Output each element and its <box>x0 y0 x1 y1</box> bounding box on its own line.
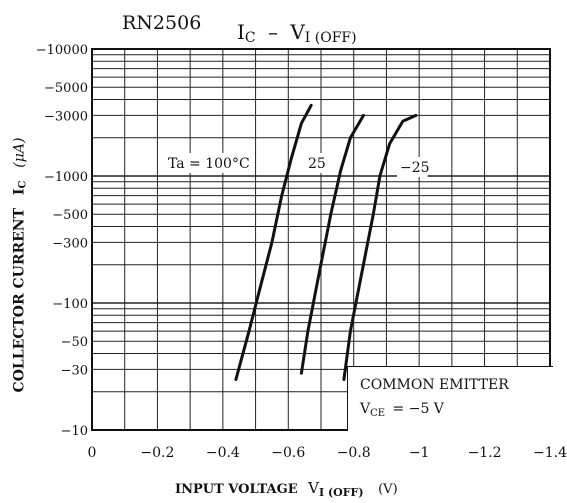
annotation-line1: COMMON EMITTER <box>360 377 509 393</box>
series-label-3: −25 <box>400 160 430 176</box>
annotation-vce-sub: CE <box>370 408 386 419</box>
y-tick-label: −3000 <box>44 109 88 124</box>
x-axis-label-v-sub: I (OFF) <box>318 486 364 499</box>
series-label-2: 25 <box>308 156 326 172</box>
y-axis-label-unit: (μA) <box>11 137 28 168</box>
series-line-1 <box>234 103 313 381</box>
y-tick-label: −1000 <box>44 170 88 185</box>
y-tick-label: −300 <box>52 236 88 251</box>
title-i-sub: C <box>244 30 256 46</box>
series-label-1: Ta = 100°C <box>168 156 250 172</box>
x-axis-label-text: INPUT VOLTAGE <box>175 482 298 497</box>
x-tick-label: −0.8 <box>337 445 371 461</box>
y-tick-label: −10 <box>61 424 88 439</box>
annotation-line2: VCE = −5 V <box>360 401 444 419</box>
x-tick-label: −0.6 <box>271 445 305 461</box>
title-i: I <box>237 20 245 44</box>
y-axis-label-text: COLLECTOR CURRENT <box>11 207 28 393</box>
series-label-bg <box>165 153 253 173</box>
y-axis-label: COLLECTOR CURRENT IC (μA) <box>12 138 29 393</box>
x-tick-label: −1.2 <box>468 445 502 461</box>
annotation-vce-value: = −5 V <box>392 401 444 417</box>
series-line-3 <box>342 113 418 381</box>
title-v: V <box>290 20 305 44</box>
y-tick-label: −10000 <box>36 43 88 58</box>
annotation-vce-v: V <box>360 401 371 417</box>
annotation-box: COMMON EMITTER VCE = −5 V <box>347 366 553 431</box>
title-dash: – <box>267 20 278 44</box>
x-axis-label-unit: (V) <box>378 482 398 497</box>
x-tick-label: 0 <box>88 445 97 461</box>
series-label-bg <box>397 157 428 177</box>
title-v-sub: I (OFF) <box>304 30 357 46</box>
y-tick-label: −100 <box>52 297 88 312</box>
x-tick-label: −1 <box>409 445 430 461</box>
x-axis-label: INPUT VOLTAGE VI (OFF) (V) <box>175 479 398 499</box>
part-number: RN2506 <box>122 12 202 34</box>
series-label-bg <box>305 153 328 173</box>
y-tick-labels: −10 −30 −50 −100 −300 −500 −1000 −3000 −5000 −100… <box>36 43 88 439</box>
chart-title: IC – VI (OFF) <box>237 20 357 46</box>
series-labels: Ta = 100°C 25 −25 <box>165 153 430 177</box>
series-line-2 <box>299 113 365 375</box>
y-tick-label: −30 <box>61 363 88 378</box>
x-tick-label: −0.2 <box>140 445 174 461</box>
x-tick-label: −0.4 <box>206 445 240 461</box>
y-axis-label-i-sub: C <box>17 180 29 189</box>
x-tick-label: −1.4 <box>533 445 567 461</box>
y-tick-label: −50 <box>61 335 88 350</box>
y-tick-label: −500 <box>52 208 88 223</box>
x-tick-labels: 0 −0.2 −0.4 −0.6 −0.8 −1 −1.2 −1.4 <box>88 445 567 461</box>
x-axis-label-v: V <box>308 479 319 497</box>
y-tick-label: −5000 <box>44 81 88 96</box>
series-group <box>234 103 418 381</box>
y-axis-label-i: I <box>11 188 28 196</box>
